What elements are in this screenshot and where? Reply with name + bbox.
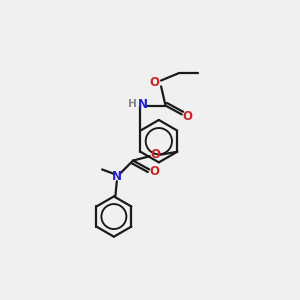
Text: N: N [138,98,148,111]
Text: O: O [150,76,160,89]
Text: O: O [182,110,192,123]
Text: H: H [128,99,137,109]
Text: N: N [112,170,122,183]
Text: O: O [150,148,160,161]
Text: O: O [149,165,160,178]
